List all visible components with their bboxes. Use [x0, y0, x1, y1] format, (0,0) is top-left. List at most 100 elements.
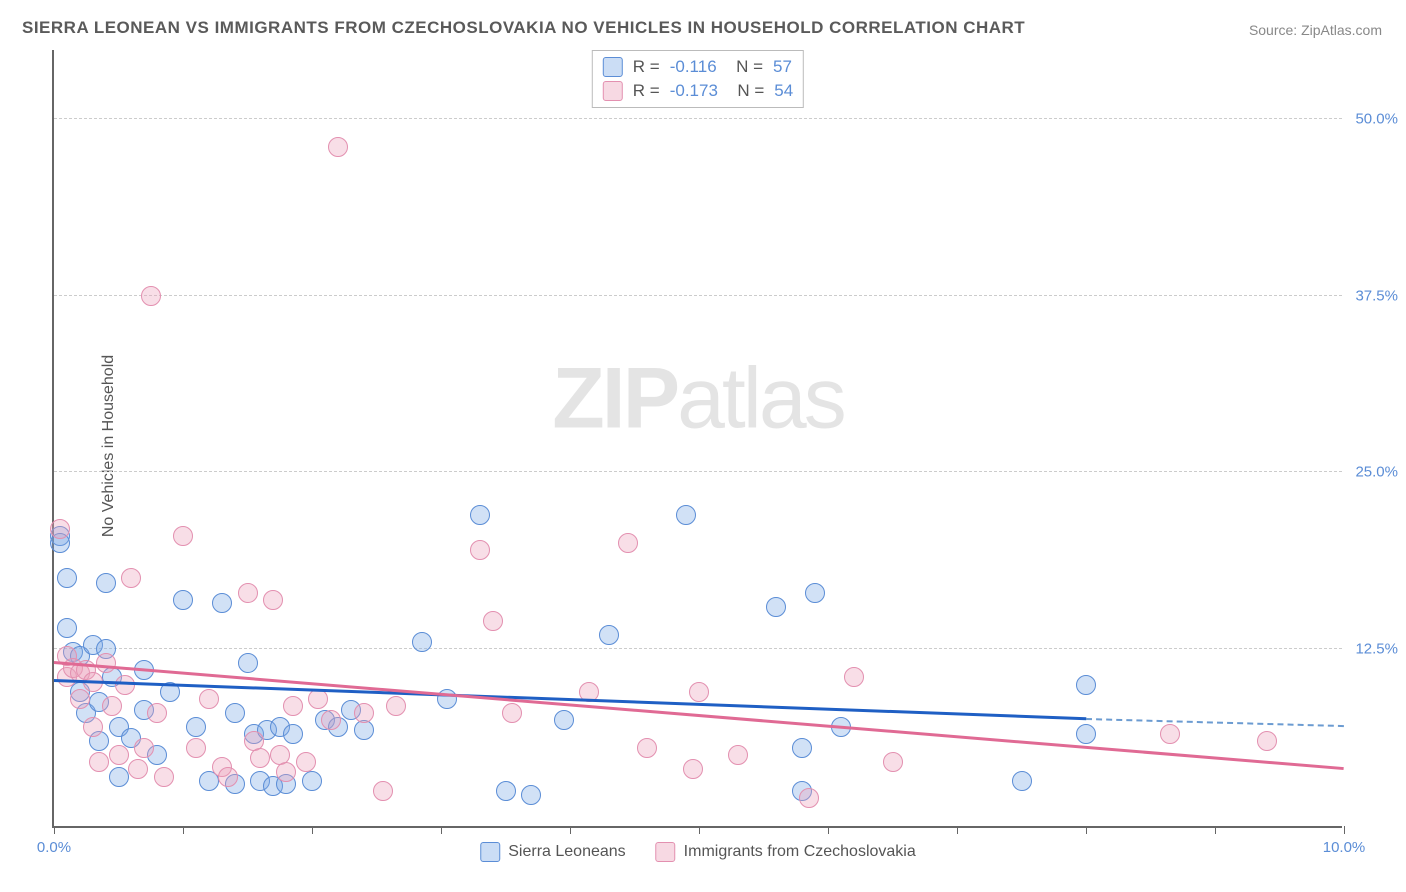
scatter-point [799, 788, 819, 808]
chart-title: SIERRA LEONEAN VS IMMIGRANTS FROM CZECHO… [22, 18, 1025, 38]
scatter-point [263, 590, 283, 610]
scatter-point [412, 632, 432, 652]
gridline [54, 471, 1342, 472]
n-label: N = [728, 81, 764, 101]
scatter-point [238, 583, 258, 603]
x-tick [957, 826, 958, 834]
gridline [54, 295, 1342, 296]
scatter-point [496, 781, 516, 801]
scatter-point [844, 667, 864, 687]
x-tick [1215, 826, 1216, 834]
scatter-point [1160, 724, 1180, 744]
x-tick [1344, 826, 1345, 834]
scatter-point [218, 767, 238, 787]
scatter-point [386, 696, 406, 716]
scatter-point [276, 762, 296, 782]
scatter-point [618, 533, 638, 553]
r-value-pink: -0.173 [670, 81, 718, 101]
watermark: ZIPatlas [552, 350, 843, 449]
swatch-blue-icon [480, 842, 500, 862]
y-tick-label: 12.5% [1355, 641, 1398, 658]
scatter-point [283, 696, 303, 716]
scatter-point [102, 696, 122, 716]
x-tick [1086, 826, 1087, 834]
scatter-point [199, 689, 219, 709]
scatter-point [470, 505, 490, 525]
source-attribution: Source: ZipAtlas.com [1249, 22, 1382, 38]
scatter-point [792, 738, 812, 758]
x-tick [54, 826, 55, 834]
stats-legend: R = -0.116 N = 57 R = -0.173 N = 54 [592, 50, 804, 108]
scatter-point [883, 752, 903, 772]
x-tick [312, 826, 313, 834]
swatch-pink-icon [603, 81, 623, 101]
scatter-point [57, 568, 77, 588]
swatch-pink-icon [656, 842, 676, 862]
scatter-point [141, 286, 161, 306]
scatter-point [109, 767, 129, 787]
scatter-point [728, 745, 748, 765]
legend-item-pink: Immigrants from Czechoslovakia [656, 842, 916, 862]
scatter-point [437, 689, 457, 709]
legend-item-blue: Sierra Leoneans [480, 842, 625, 862]
scatter-point [637, 738, 657, 758]
scatter-point [689, 682, 709, 702]
scatter-point [1076, 724, 1096, 744]
x-tick-label: 0.0% [37, 839, 71, 856]
stats-row-pink: R = -0.173 N = 54 [603, 79, 793, 103]
scatter-point [134, 738, 154, 758]
scatter-point [115, 675, 135, 695]
scatter-point [328, 137, 348, 157]
scatter-point [121, 568, 141, 588]
x-tick [828, 826, 829, 834]
scatter-point [186, 738, 206, 758]
scatter-point [483, 611, 503, 631]
scatter-point [296, 752, 316, 772]
scatter-point [250, 748, 270, 768]
scatter-point [805, 583, 825, 603]
x-tick [699, 826, 700, 834]
y-tick-label: 25.0% [1355, 464, 1398, 481]
n-value-blue: 57 [773, 57, 792, 77]
y-tick-label: 50.0% [1355, 110, 1398, 127]
r-label: R = [633, 81, 660, 101]
scatter-point [1076, 675, 1096, 695]
legend-label-blue: Sierra Leoneans [508, 843, 625, 861]
scatter-point [96, 573, 116, 593]
scatter-point [83, 717, 103, 737]
r-label: R = [633, 57, 660, 77]
y-tick-label: 37.5% [1355, 287, 1398, 304]
scatter-point [109, 745, 129, 765]
scatter-point [683, 759, 703, 779]
trend-line [1086, 718, 1344, 727]
scatter-point [308, 689, 328, 709]
scatter-point [302, 771, 322, 791]
x-tick [570, 826, 571, 834]
scatter-point [147, 703, 167, 723]
x-tick-label: 10.0% [1323, 839, 1366, 856]
trend-line [54, 661, 1344, 770]
scatter-point [554, 710, 574, 730]
scatter-point [283, 724, 303, 744]
scatter-point [89, 752, 109, 772]
scatter-point [373, 781, 393, 801]
stats-row-blue: R = -0.116 N = 57 [603, 55, 793, 79]
scatter-point [186, 717, 206, 737]
swatch-blue-icon [603, 57, 623, 77]
scatter-point [57, 618, 77, 638]
scatter-point [212, 593, 232, 613]
plot-area: ZIPatlas R = -0.116 N = 57 R = -0.173 N … [52, 50, 1342, 828]
scatter-point [1012, 771, 1032, 791]
n-label: N = [727, 57, 763, 77]
x-tick [183, 826, 184, 834]
gridline [54, 648, 1342, 649]
scatter-point [354, 703, 374, 723]
x-tick [441, 826, 442, 834]
scatter-point [321, 710, 341, 730]
watermark-atlas: atlas [677, 351, 844, 447]
bottom-legend: Sierra Leoneans Immigrants from Czechosl… [480, 842, 916, 862]
scatter-point [173, 590, 193, 610]
watermark-zip: ZIP [552, 351, 677, 447]
n-value-pink: 54 [774, 81, 793, 101]
scatter-point [70, 689, 90, 709]
